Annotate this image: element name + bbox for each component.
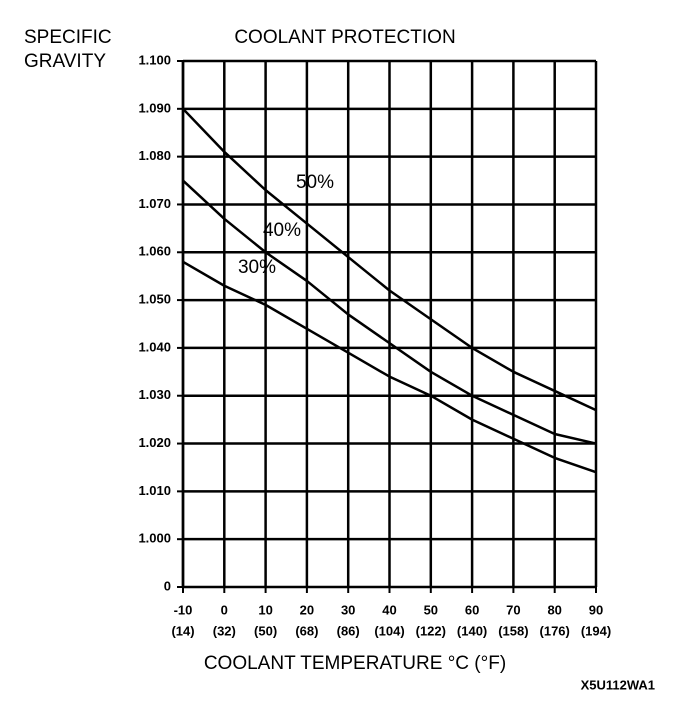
x-tick-label-secondary: (194) <box>581 623 611 638</box>
x-tick-label-secondary: (122) <box>416 623 446 638</box>
x-tick-label-secondary: (140) <box>457 623 487 638</box>
x-tick-label-secondary: (86) <box>337 623 360 638</box>
x-tick-label: 20 <box>300 602 314 617</box>
series-label: 50% <box>296 172 334 193</box>
x-tick-label-secondary: (32) <box>213 623 236 638</box>
x-tick-label-secondary: (176) <box>540 623 570 638</box>
x-tick-label: 50 <box>424 602 438 617</box>
x-tick-label: 40 <box>382 602 396 617</box>
x-tick-label-secondary: (50) <box>254 623 277 638</box>
y-tick-label: 1.070 <box>138 196 171 211</box>
y-tick-label: 1.030 <box>138 387 171 402</box>
y-tick-label: 0 <box>164 578 171 593</box>
x-tick-label-secondary: (104) <box>374 623 404 638</box>
x-tick-label: 80 <box>547 602 561 617</box>
y-tick-label: 1.020 <box>138 435 171 450</box>
x-tick-label: 10 <box>258 602 272 617</box>
y-axis-label: SPECIFIC <box>24 27 112 48</box>
y-axis-label: GRAVITY <box>24 51 106 72</box>
data-line <box>182 107 597 412</box>
x-tick-label: 70 <box>506 602 520 617</box>
y-tick-label: 1.040 <box>138 339 171 354</box>
x-tick-label: -10 <box>174 602 193 617</box>
x-axis-label: COOLANT TEMPERATURE °C (°F) <box>204 653 506 674</box>
y-tick-label: 1.050 <box>138 292 171 307</box>
chart-title: COOLANT PROTECTION <box>234 27 455 48</box>
y-tick-label: 1.000 <box>138 531 171 546</box>
y-tick-label: 1.090 <box>138 100 171 115</box>
x-tick-label-secondary: (14) <box>171 623 194 638</box>
data-line <box>182 260 597 474</box>
y-tick-label: 1.010 <box>138 483 171 498</box>
y-tick-label: 1.060 <box>138 244 171 259</box>
x-tick-label: 0 <box>221 602 228 617</box>
x-tick-label-secondary: (68) <box>295 623 318 638</box>
y-tick-label: 1.100 <box>138 52 171 67</box>
x-tick-label: 30 <box>341 602 355 617</box>
footnote: X5U112WA1 <box>581 677 655 692</box>
x-tick-label: 90 <box>589 602 603 617</box>
x-tick-label: 60 <box>465 602 479 617</box>
data-line <box>182 179 597 445</box>
x-tick-label-secondary: (158) <box>498 623 528 638</box>
series-label: 30% <box>238 257 276 278</box>
y-tick-label: 1.080 <box>138 148 171 163</box>
series-label: 40% <box>263 220 301 241</box>
